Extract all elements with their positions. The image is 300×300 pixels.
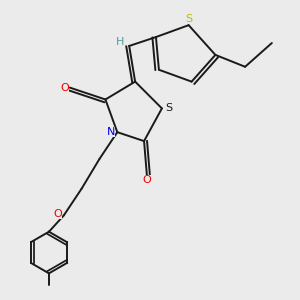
Text: S: S bbox=[185, 14, 192, 24]
Text: O: O bbox=[53, 209, 62, 219]
Text: H: H bbox=[116, 38, 124, 47]
Text: O: O bbox=[143, 175, 152, 185]
Text: O: O bbox=[60, 82, 69, 93]
Text: N: N bbox=[106, 127, 115, 137]
Text: S: S bbox=[165, 103, 172, 113]
